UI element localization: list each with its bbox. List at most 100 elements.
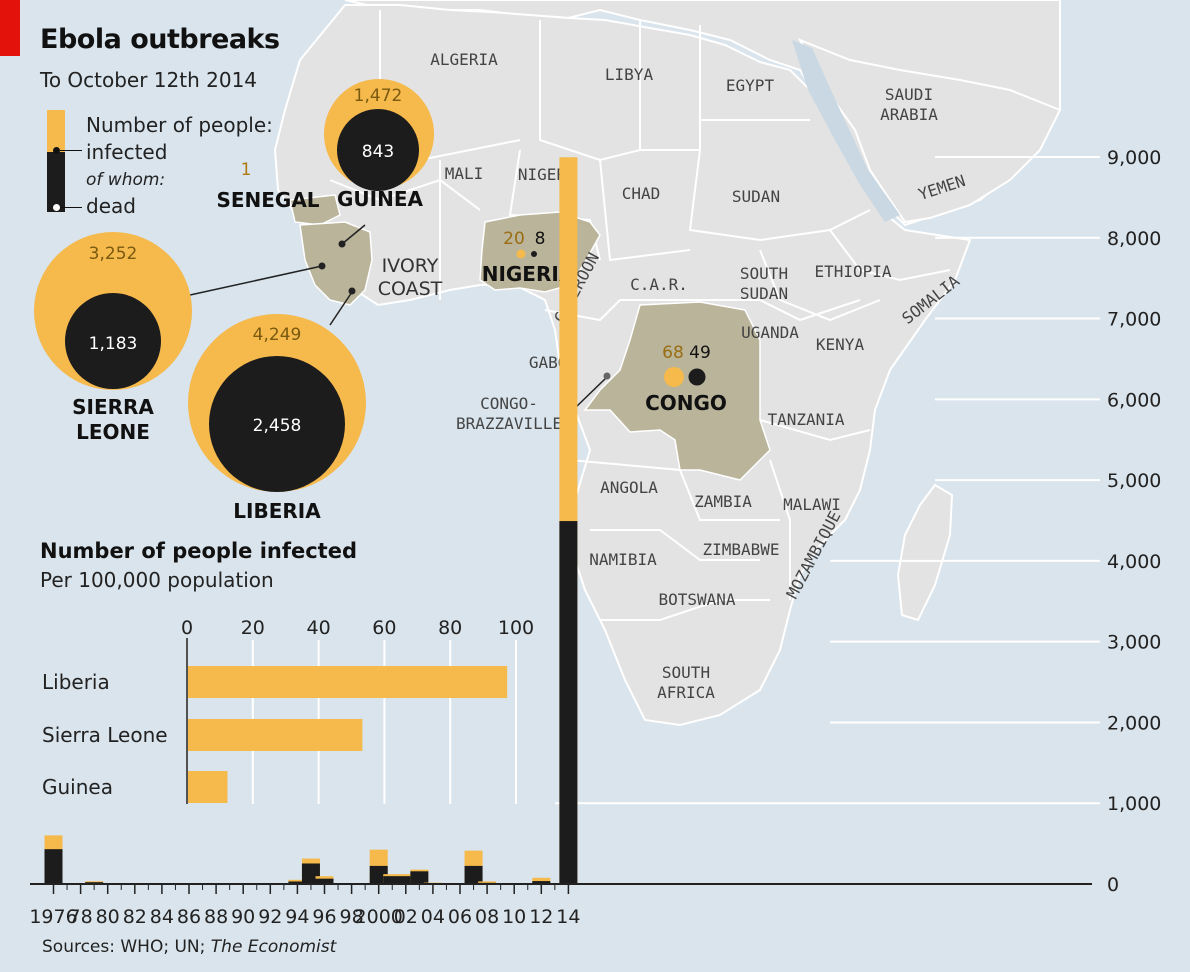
label-south-sudan-2: SUDAN (740, 284, 788, 303)
source-prefix: Sources: WHO; UN; (42, 937, 211, 957)
timeline-x-tick-label: 84 (150, 906, 174, 928)
timeline-x-tick-label: 04 (421, 906, 445, 928)
label-namibia: NAMIBIA (589, 550, 657, 569)
label-congo-brazza-1: CONGO- (480, 394, 538, 413)
timeline-x-tick-label: 86 (177, 906, 201, 928)
timeline-x-tick-label: 10 (502, 906, 526, 928)
label-arabia: ARABIA (880, 105, 938, 124)
legend-line-1: Number of people: (86, 113, 273, 137)
hbar-tick-label: 20 (241, 617, 265, 639)
country-borders (329, 10, 951, 621)
timeline-bar-infected-2012 (532, 877, 551, 884)
guinea-name: GUINEA (337, 187, 423, 211)
label-tanzania: TANZANIA (767, 410, 844, 429)
hbar-tick-label: 0 (181, 617, 193, 639)
nigeria-dead-label: 8 (535, 229, 546, 249)
timeline-x-tick-label: 88 (204, 906, 228, 928)
hbar-tick-label: 60 (372, 617, 396, 639)
legend-dead-leader (60, 207, 82, 208)
timeline-x-tick-label: 78 (69, 906, 93, 928)
timeline-bar-dead-2014 (559, 521, 578, 884)
timeline-y-tick: 4,000 (1107, 551, 1161, 573)
bubble-sierra-leone-dead (65, 293, 161, 389)
timeline-y-tick: 0 (1107, 874, 1119, 896)
label-botswana: BOTSWANA (658, 590, 735, 609)
legend-infected-leader (60, 150, 82, 151)
source-italic: The Economist (210, 937, 337, 957)
timeline-x-tick-label: 02 (394, 906, 418, 928)
legend-infected-swatch (47, 110, 65, 152)
timeline-y-tick: 7,000 (1107, 309, 1161, 331)
timeline-y-tick: 6,000 (1107, 389, 1161, 411)
sierra-leone-dead-label: 1,183 (89, 334, 138, 354)
senegal-name: SENEGAL (216, 188, 319, 212)
label-algeria: ALGERIA (430, 50, 498, 69)
senegal-infected-label: 1 (241, 160, 252, 180)
timeline-x-tick-label: 92 (258, 906, 282, 928)
timeline-x-tick-label: 98 (340, 906, 364, 928)
bubble-congo-infected (664, 367, 684, 387)
timeline-bar-dead-2007 (464, 865, 483, 884)
west-africa-affected-area (299, 221, 373, 306)
timeline-x-tick-label: 08 (475, 906, 499, 928)
nigeria-infected-label: 20 (503, 229, 525, 249)
timeline-y-tick: 8,000 (1107, 228, 1161, 250)
bubble-congo-dead (688, 368, 706, 386)
legend-line-3: of whom: (86, 170, 166, 190)
liberia-dead-label: 2,458 (253, 416, 302, 436)
label-egypt: EGYPT (726, 76, 775, 95)
label-malawi: MALAWI (783, 495, 841, 514)
label-ivory: IVORY (382, 255, 439, 277)
timeline-x-tick-label: 14 (556, 906, 580, 928)
africa-map: ALGERIA LIBYA EGYPT SAUDI ARABIA YEMEN M… (34, 0, 1062, 727)
liberia-infected-label: 4,249 (253, 325, 302, 345)
timeline-bar-dead-1994 (288, 881, 307, 884)
legend-dead-dot (53, 204, 60, 211)
hbar-guinea (188, 771, 228, 803)
timeline-x-tick-label: 06 (448, 906, 472, 928)
timeline-x-tick-label: 94 (285, 906, 309, 928)
label-kenya: KENYA (816, 335, 865, 354)
hbar-category-label: Liberia (42, 670, 110, 694)
hbar-category-label: Sierra Leone (42, 723, 168, 747)
bar-chart-subtitle: Per 100,000 population (40, 568, 274, 592)
timeline-gridlines (555, 156, 1100, 805)
label-chad: CHAD (622, 184, 661, 203)
timeline-chart: 0 1,000 2,000 3,000 4,000 5,000 6,000 7,000 8,00… (29, 147, 1161, 928)
hbar-bars (188, 666, 508, 803)
label-congo-brazza-2: BRAZZAVILLE (456, 414, 562, 433)
label-uganda: UGANDA (741, 323, 799, 342)
label-angola: ANGOLA (600, 478, 658, 497)
timeline-bar-dead-2003 (410, 871, 429, 884)
hbar-tick-label: 80 (438, 617, 462, 639)
hbar-liberia (188, 666, 508, 698)
timeline-bar-dead-2000 (369, 865, 388, 884)
label-south-africa-1: SOUTH (662, 663, 710, 682)
label-coast: COAST (378, 278, 443, 300)
timeline-x-tick-label: 90 (231, 906, 255, 928)
sierra-leone-name-1: SIERRA (72, 395, 154, 419)
timeline-x-tick-label: 80 (96, 906, 120, 928)
timeline-bar-dead-1995 (301, 863, 320, 884)
label-zambia: ZAMBIA (694, 492, 752, 511)
hbar-tick-label: 40 (307, 617, 331, 639)
label-zimbabwe: ZIMBABWE (702, 540, 779, 559)
label-ethiopia: ETHIOPIA (814, 262, 891, 281)
timeline-bar-dead-2012 (532, 881, 551, 884)
timeline-y-ticks: 0 1,000 2,000 3,000 4,000 5,000 6,000 7,000 8,00… (1107, 147, 1161, 896)
timeline-y-tick: 2,000 (1107, 712, 1161, 734)
congo-infected-label: 68 (662, 343, 684, 363)
red-sea (792, 40, 900, 222)
sierra-leone-infected-label: 3,252 (89, 244, 138, 264)
timeline-x-tick-label: 12 (529, 906, 553, 928)
leader-lines (189, 224, 608, 409)
land-madagascar (896, 483, 954, 622)
liberia-name: LIBERIA (233, 499, 321, 523)
timeline-y-tick: 3,000 (1107, 632, 1161, 654)
per-capita-bar-chart: 0 20 40 60 80 100 Liberia Sierra Leone Guinea (42, 617, 534, 804)
label-niger: NIGER (518, 165, 567, 184)
timeline-x-tick-label: 96 (312, 906, 336, 928)
hbar-tick-label: 100 (498, 617, 534, 639)
